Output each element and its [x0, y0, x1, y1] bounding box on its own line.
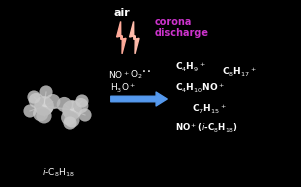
Point	[78, 104, 83, 107]
Point	[70, 108, 74, 111]
Polygon shape	[130, 22, 139, 54]
FancyArrowPatch shape	[111, 92, 167, 106]
Point	[66, 116, 71, 119]
Text: C$_4$H$_9$$^+$: C$_4$H$_9$$^+$	[175, 60, 206, 74]
Text: $i$-C$_8$H$_{18}$: $i$-C$_8$H$_{18}$	[42, 167, 74, 179]
Point	[82, 114, 87, 117]
Point	[34, 99, 39, 102]
Text: discharge: discharge	[155, 28, 209, 38]
Text: NO$^+$($i$-C$_8$H$_{18}$): NO$^+$($i$-C$_8$H$_{18}$)	[175, 121, 238, 135]
Point	[79, 99, 84, 102]
Text: C$_4$H$_{10}$NO$^+$: C$_4$H$_{10}$NO$^+$	[175, 81, 225, 95]
Text: air: air	[113, 8, 130, 18]
Point	[32, 96, 36, 99]
Point	[28, 110, 33, 113]
Text: O$_2$$^{\bullet\bullet}$: O$_2$$^{\bullet\bullet}$	[130, 69, 152, 81]
Text: H$_3$O$^+$: H$_3$O$^+$	[110, 81, 136, 95]
Point	[42, 105, 46, 108]
Point	[68, 122, 73, 125]
Point	[38, 112, 43, 115]
Point	[70, 118, 74, 121]
Point	[50, 100, 55, 103]
Point	[44, 91, 48, 94]
Point	[62, 103, 67, 106]
Text: C$_8$H$_{17}$$^+$: C$_8$H$_{17}$$^+$	[222, 65, 257, 79]
Point	[42, 114, 46, 117]
Text: corona: corona	[155, 17, 192, 27]
Polygon shape	[116, 22, 126, 54]
Text: C$_7$H$_{15}$$^+$: C$_7$H$_{15}$$^+$	[192, 102, 227, 116]
Text: NO$^+$: NO$^+$	[108, 69, 130, 81]
